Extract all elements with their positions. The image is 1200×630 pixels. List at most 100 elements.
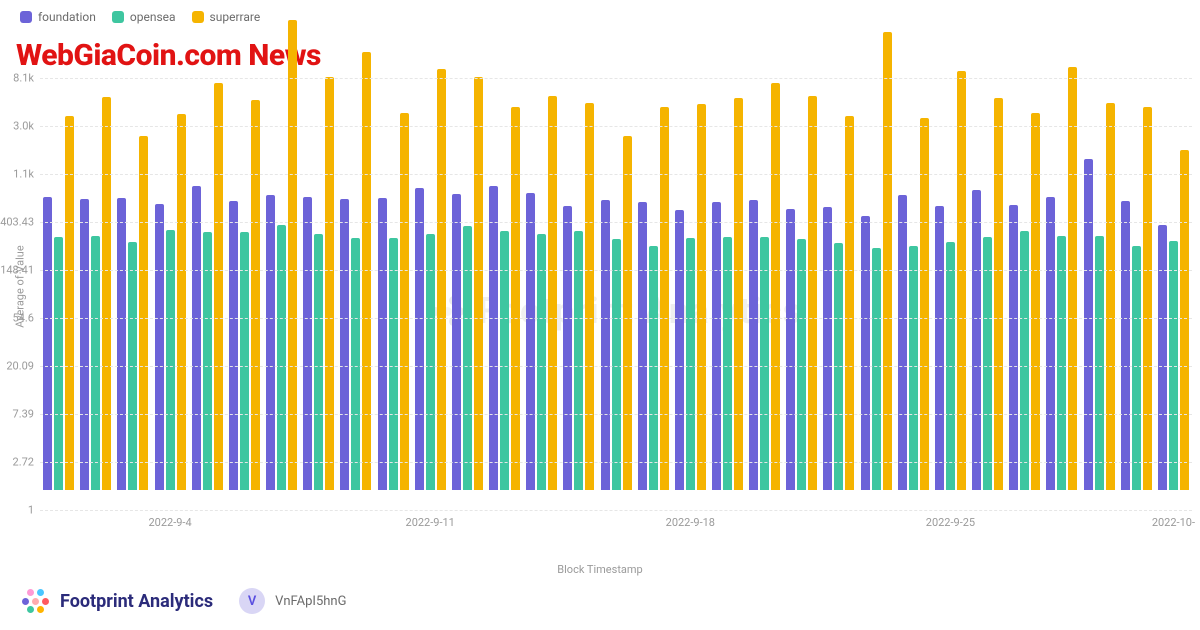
bar-superrare[interactable]: [288, 20, 297, 490]
bar-foundation[interactable]: [452, 194, 461, 490]
bar-foundation[interactable]: [378, 198, 387, 490]
bar-foundation[interactable]: [898, 195, 907, 490]
bar-superrare[interactable]: [511, 107, 520, 490]
bar-superrare[interactable]: [102, 97, 111, 490]
bar-group: [638, 30, 669, 490]
bar-foundation[interactable]: [638, 202, 647, 490]
bar-superrare[interactable]: [957, 71, 966, 490]
bar-foundation[interactable]: [266, 195, 275, 490]
bar-foundation[interactable]: [712, 202, 721, 490]
bar-group: [266, 30, 297, 490]
bar-opensea[interactable]: [760, 237, 769, 490]
chart-canvas: [40, 30, 1192, 510]
bar-opensea[interactable]: [1095, 236, 1104, 490]
bar-opensea[interactable]: [277, 225, 286, 490]
legend-item-foundation[interactable]: foundation: [20, 10, 96, 24]
bar-superrare[interactable]: [808, 96, 817, 490]
bar-superrare[interactable]: [623, 136, 632, 490]
bar-foundation[interactable]: [823, 207, 832, 490]
bar-foundation[interactable]: [675, 210, 684, 490]
bar-group: [675, 30, 706, 490]
bar-opensea[interactable]: [389, 238, 398, 490]
bar-superrare[interactable]: [251, 100, 260, 490]
bar-opensea[interactable]: [649, 246, 658, 490]
bar-opensea[interactable]: [686, 238, 695, 490]
bar-opensea[interactable]: [909, 246, 918, 490]
bar-superrare[interactable]: [214, 83, 223, 490]
bar-group: [415, 30, 446, 490]
bar-foundation[interactable]: [1158, 225, 1167, 490]
bar-opensea[interactable]: [426, 234, 435, 490]
bar-group: [452, 30, 483, 490]
bar-superrare[interactable]: [1106, 103, 1115, 490]
bar-foundation[interactable]: [1009, 205, 1018, 490]
bar-foundation[interactable]: [749, 200, 758, 490]
bar-group: [117, 30, 148, 490]
bar-opensea[interactable]: [723, 237, 732, 490]
bar-foundation[interactable]: [786, 209, 795, 490]
bar-superrare[interactable]: [400, 113, 409, 490]
bar-superrare[interactable]: [437, 69, 446, 490]
grid-line: [40, 318, 1192, 319]
bar-superrare[interactable]: [177, 114, 186, 490]
bar-opensea[interactable]: [351, 238, 360, 490]
bar-superrare[interactable]: [883, 32, 892, 490]
bar-opensea[interactable]: [797, 239, 806, 490]
bar-superrare[interactable]: [771, 83, 780, 490]
chart-legend: foundation opensea superrare: [20, 10, 276, 26]
bar-opensea[interactable]: [463, 226, 472, 490]
bar-opensea[interactable]: [983, 237, 992, 490]
bar-foundation[interactable]: [972, 190, 981, 490]
y-tick-label: 54.6: [13, 311, 34, 324]
bar-superrare[interactable]: [474, 77, 483, 490]
legend-item-superrare[interactable]: superrare: [192, 10, 261, 24]
grid-line: [40, 78, 1192, 79]
bar-superrare[interactable]: [1068, 67, 1077, 490]
bar-superrare[interactable]: [660, 107, 669, 490]
bar-superrare[interactable]: [65, 116, 74, 490]
bar-foundation[interactable]: [526, 193, 535, 490]
bar-foundation[interactable]: [340, 199, 349, 490]
bar-foundation[interactable]: [155, 204, 164, 490]
bar-superrare[interactable]: [697, 104, 706, 490]
bar-foundation[interactable]: [303, 197, 312, 490]
bar-opensea[interactable]: [54, 237, 63, 490]
bar-opensea[interactable]: [1057, 236, 1066, 490]
bar-foundation[interactable]: [117, 198, 126, 490]
bar-opensea[interactable]: [1132, 246, 1141, 490]
bar-foundation[interactable]: [43, 197, 52, 490]
bar-superrare[interactable]: [1143, 107, 1152, 490]
bar-superrare[interactable]: [1031, 113, 1040, 490]
bar-opensea[interactable]: [537, 234, 546, 490]
bar-superrare[interactable]: [548, 96, 557, 490]
bar-superrare[interactable]: [845, 116, 854, 490]
bar-group: [1158, 30, 1189, 490]
bar-foundation[interactable]: [489, 186, 498, 490]
bar-foundation[interactable]: [601, 200, 610, 490]
bar-superrare[interactable]: [585, 103, 594, 490]
legend-item-opensea[interactable]: opensea: [112, 10, 176, 24]
bar-superrare[interactable]: [734, 98, 743, 490]
bar-group: [972, 30, 1003, 490]
bar-opensea[interactable]: [314, 234, 323, 490]
bar-group: [786, 30, 817, 490]
bar-foundation[interactable]: [415, 188, 424, 490]
bar-opensea[interactable]: [91, 236, 100, 490]
bar-opensea[interactable]: [872, 248, 881, 490]
y-tick-label: 20.09: [6, 359, 34, 372]
bar-superrare[interactable]: [139, 136, 148, 490]
footprint-logo-icon: [20, 586, 50, 616]
bar-foundation[interactable]: [1046, 197, 1055, 490]
bar-opensea[interactable]: [612, 239, 621, 490]
bar-foundation[interactable]: [563, 206, 572, 490]
bar-foundation[interactable]: [1084, 159, 1093, 490]
bar-foundation[interactable]: [80, 199, 89, 490]
bar-foundation[interactable]: [861, 216, 870, 490]
bar-foundation[interactable]: [1121, 201, 1130, 490]
bar-superrare[interactable]: [994, 98, 1003, 490]
bar-foundation[interactable]: [935, 206, 944, 490]
bar-foundation[interactable]: [229, 201, 238, 490]
bar-superrare[interactable]: [1180, 150, 1189, 490]
bar-superrare[interactable]: [325, 77, 334, 490]
bar-foundation[interactable]: [192, 186, 201, 490]
